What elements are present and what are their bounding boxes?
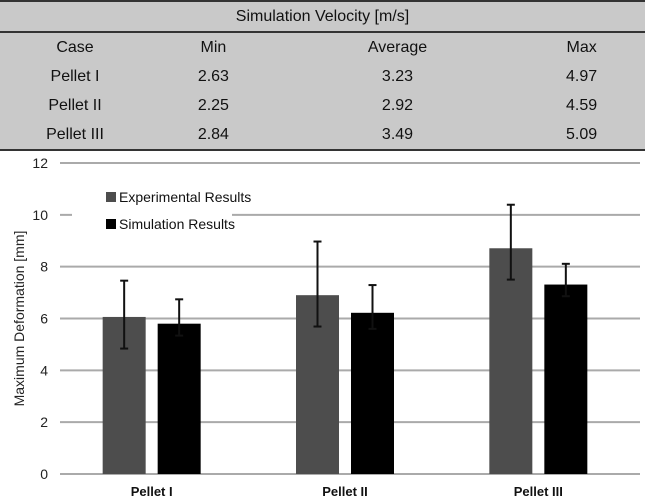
legend-label: Experimental Results — [119, 189, 251, 205]
y-tick-label: 0 — [40, 466, 48, 482]
bar-chart: 0 2 4 6 8 10 12 Maximum Deformation [mm] Pellet … — [11, 155, 640, 499]
y-tick-label: 8 — [40, 259, 48, 275]
y-tick-label: 6 — [40, 311, 48, 327]
cell: 3.23 — [381, 67, 414, 85]
legend-swatch — [106, 219, 116, 229]
header-max: Max — [566, 38, 597, 56]
cell: 5.09 — [518, 120, 645, 151]
table-title: Simulation Velocity [m/s] — [0, 0, 645, 33]
header-case: Case — [56, 38, 94, 56]
legend-label: Simulation Results — [119, 216, 235, 232]
legend-swatch — [106, 192, 116, 202]
header-min: Min — [200, 38, 227, 56]
cell: Pellet III — [0, 120, 150, 151]
y-tick-label: 4 — [40, 362, 48, 378]
bar-simulation — [157, 323, 201, 474]
y-tick-label: 10 — [32, 207, 48, 223]
cell: 2.92 — [381, 96, 414, 114]
cell: 4.59 — [566, 96, 598, 114]
cell: 2.63 — [197, 67, 229, 85]
x-tick-label: Pellet I — [131, 484, 173, 499]
x-tick-label: Pellet II — [322, 484, 368, 499]
cell: 3.49 — [276, 120, 519, 151]
cell: 4.97 — [566, 67, 598, 85]
bar-experimental — [489, 248, 533, 474]
x-tick-label: Pellet III — [514, 484, 563, 499]
cell: Pellet I — [50, 67, 100, 85]
header-average: Average — [367, 38, 428, 56]
cell: Pellet II — [48, 96, 102, 114]
velocity-table: Simulation Velocity [m/s] Case Min Average… — [0, 0, 645, 151]
y-tick-label: 2 — [40, 414, 48, 430]
cell: 2.84 — [150, 120, 277, 151]
bar-simulation — [351, 312, 394, 474]
y-axis-label: Maximum Deformation [mm] — [11, 231, 27, 407]
cell: 2.25 — [197, 96, 229, 114]
legend-background — [72, 189, 232, 239]
y-tick-label: 12 — [32, 155, 48, 171]
bar-simulation — [544, 284, 588, 474]
